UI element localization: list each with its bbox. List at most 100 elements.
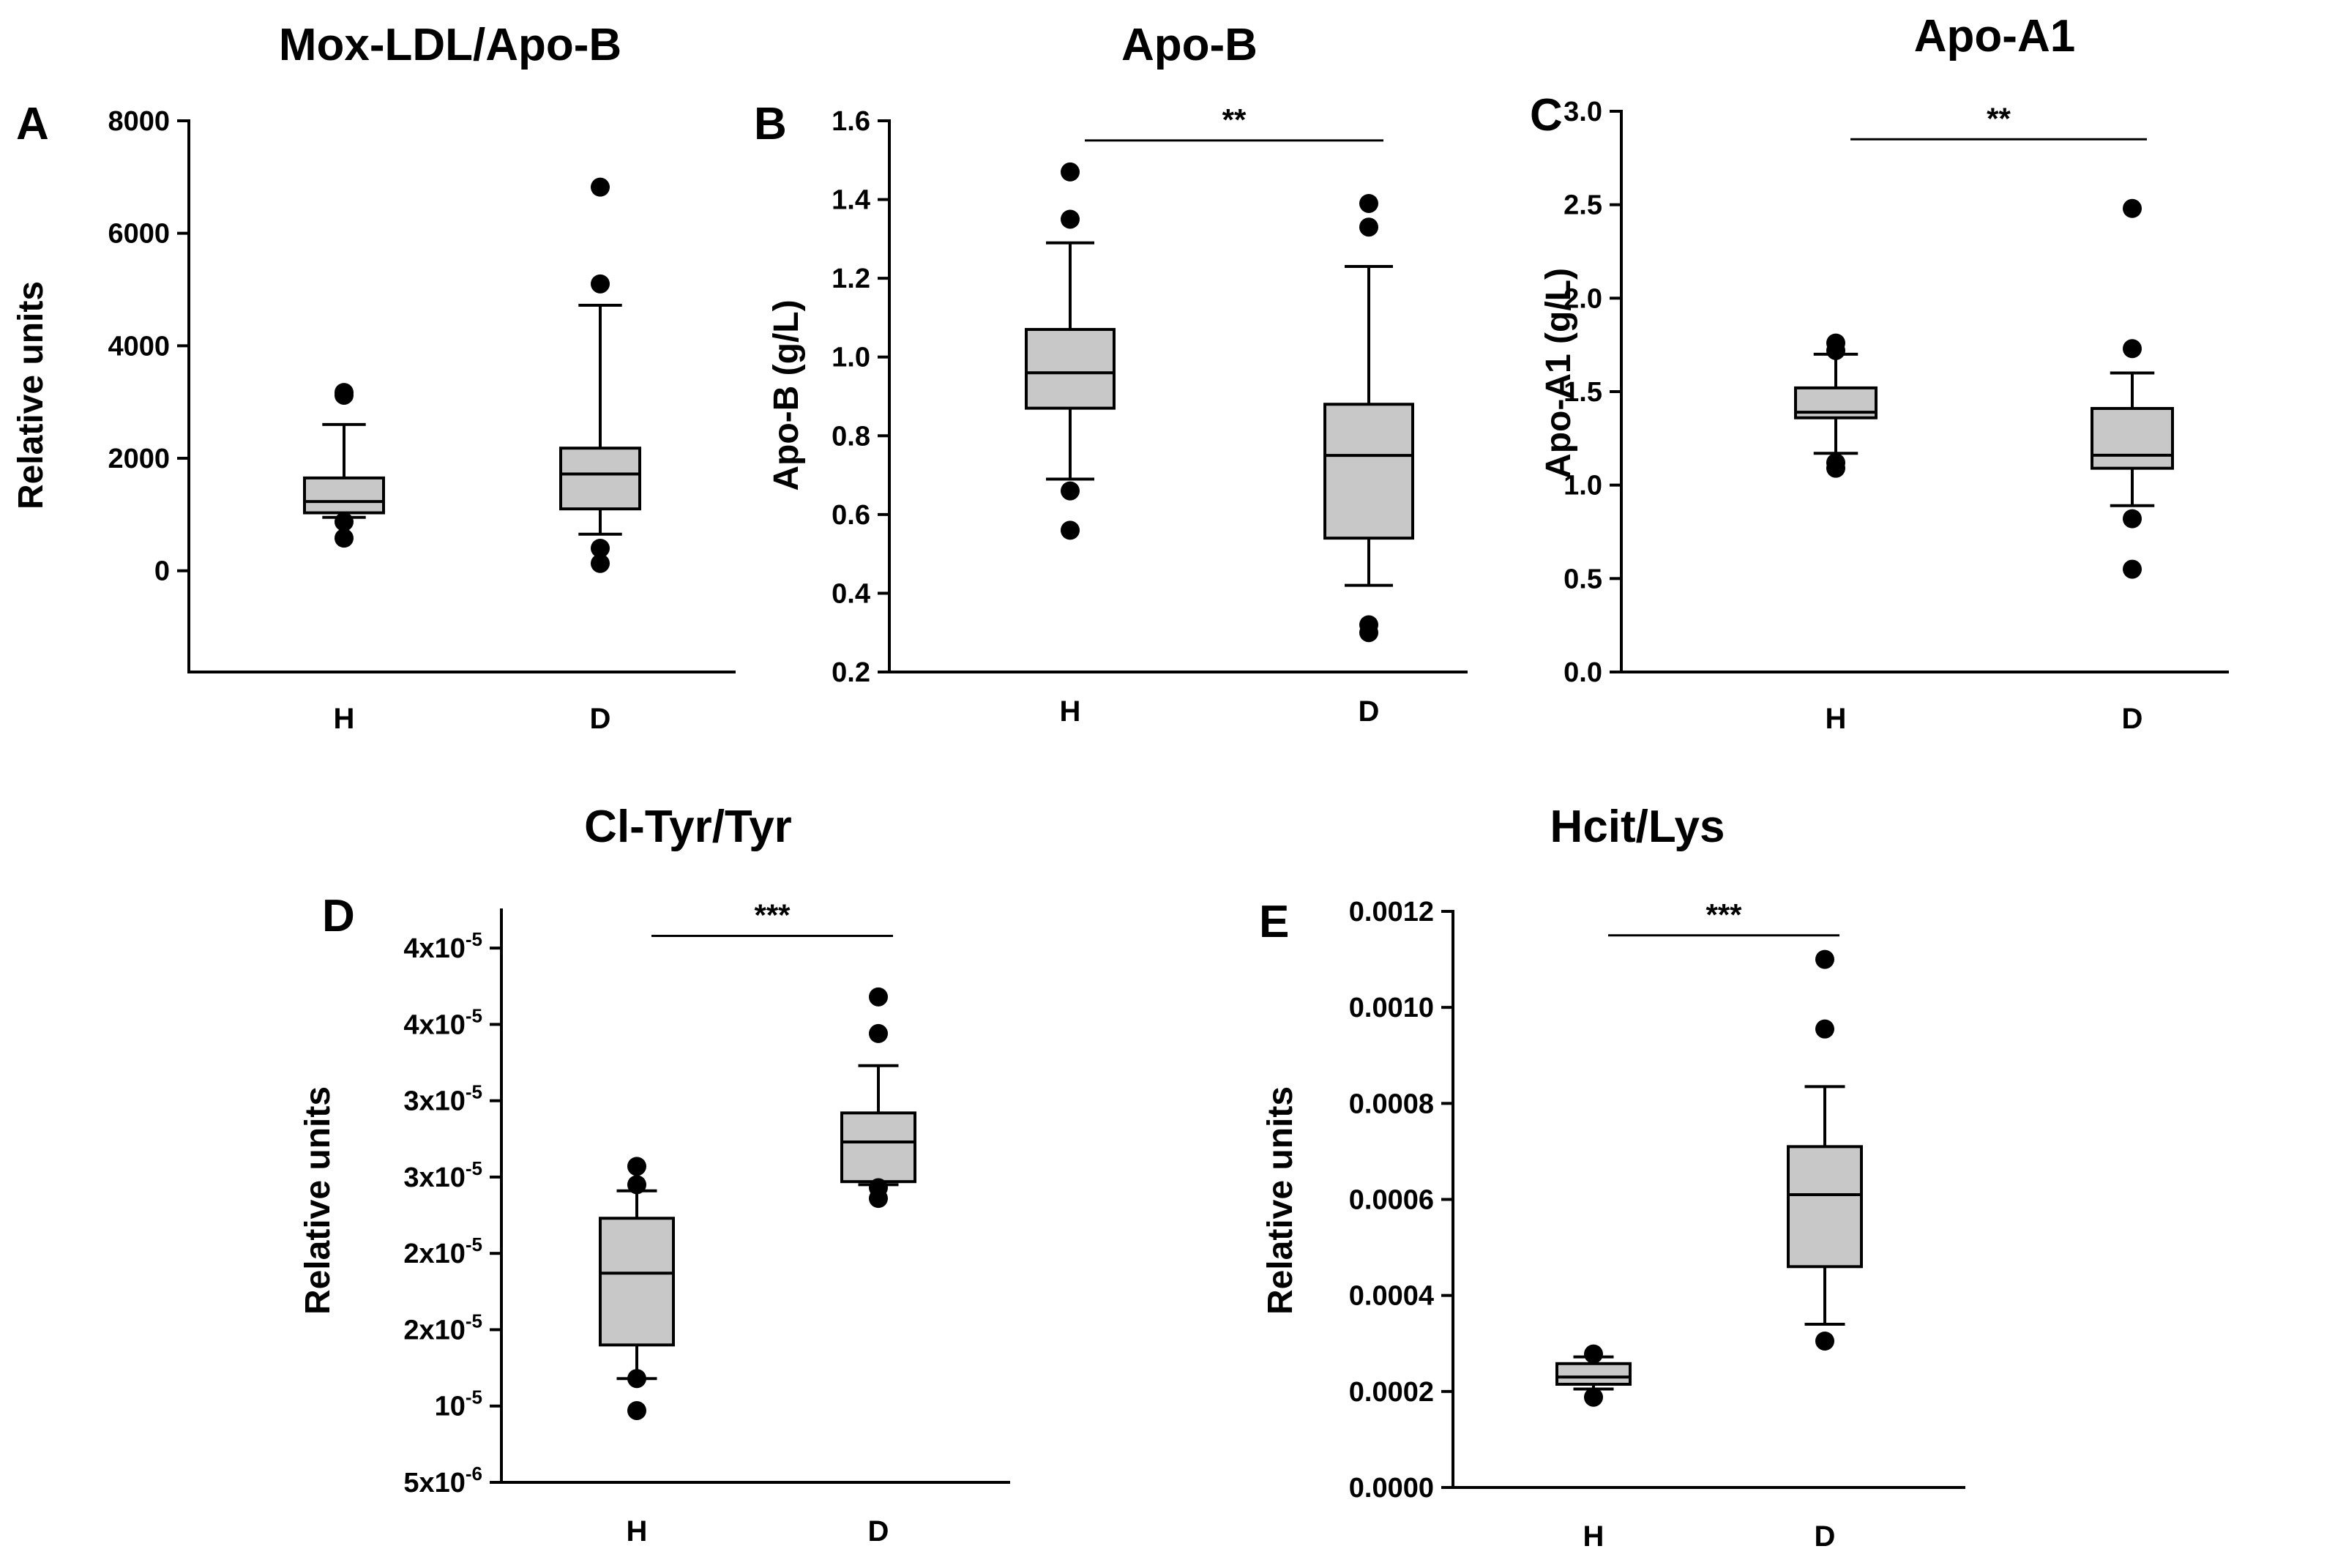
box-d xyxy=(1323,193,1414,643)
y-tick-exponent: -5 xyxy=(466,1310,482,1332)
outlier-point xyxy=(591,553,610,573)
y-tick-label: 10-5 xyxy=(435,1386,482,1422)
x-category-label: D xyxy=(868,1515,889,1548)
x-category-label: H xyxy=(1060,695,1081,728)
y-tick-label: 0.4 xyxy=(832,578,870,609)
panel-title: Apo-B xyxy=(1121,20,1258,70)
panel-c: Apo-A1 C Apo-A1 (g/L) 0.0 0.5 1.0 1.5 2.0 2.5 3.0… xyxy=(1530,11,2229,735)
y-tick-mantissa: 10 xyxy=(435,1392,466,1422)
panel-letter: C xyxy=(1530,90,1563,141)
outlier-point xyxy=(2123,198,2142,218)
box-d xyxy=(840,987,916,1209)
y-tick-label: 1.6 xyxy=(832,106,870,137)
box-iqr xyxy=(840,1111,916,1184)
y-tick-label: 2.0 xyxy=(1563,283,1602,314)
panel-letter: B xyxy=(754,99,787,149)
panel-title: Hcit/Lys xyxy=(1550,802,1725,852)
y-tick-label: 0.0004 xyxy=(1349,1281,1434,1312)
y-tick-label: 0.0000 xyxy=(1349,1473,1434,1504)
y-tick-exponent: -5 xyxy=(466,1386,482,1408)
outlier-point xyxy=(627,1175,646,1195)
y-tick-label: 0.0006 xyxy=(1349,1185,1434,1216)
box-iqr xyxy=(303,476,385,515)
box-iqr xyxy=(1025,328,1116,410)
panel-a: Mox-LDL/Apo-B A Relative units 0 2000 4000 600… xyxy=(12,20,736,735)
y-tick-label: 2x10-5 xyxy=(403,1310,482,1345)
y-tick-label: 0.6 xyxy=(832,500,870,531)
y-tick-mantissa: 3x10 xyxy=(403,1162,466,1193)
y-tick-label: 2000 xyxy=(108,444,170,474)
outlier-point xyxy=(1815,949,1834,969)
outlier-point xyxy=(2123,339,2142,359)
outlier-point xyxy=(1826,340,1845,360)
box-iqr xyxy=(1787,1145,1863,1269)
y-tick-exponent: -5 xyxy=(466,1081,482,1103)
y-tick-label: 3x10-5 xyxy=(403,1157,482,1193)
y-axis-label: Relative units xyxy=(1261,1086,1300,1315)
outlier-point xyxy=(627,1157,646,1176)
outlier-point xyxy=(591,177,610,197)
outlier-point xyxy=(1359,623,1378,643)
outlier-point xyxy=(335,529,354,548)
outlier-point xyxy=(627,1400,646,1420)
outlier-point xyxy=(869,1189,888,1209)
y-tick-label: 0.5 xyxy=(1563,564,1602,594)
y-tick-label: 0.0008 xyxy=(1349,1089,1434,1119)
y-tick-label: 2x10-5 xyxy=(403,1233,482,1269)
box-d xyxy=(559,177,641,573)
panel-title: Mox-LDL/Apo-B xyxy=(279,20,621,70)
outlier-point xyxy=(1815,1331,1834,1351)
panel-title: Apo-A1 xyxy=(1914,11,2075,61)
y-tick-mantissa: 3x10 xyxy=(403,1086,466,1117)
y-tick-label: 1.4 xyxy=(832,185,870,216)
outlier-point xyxy=(591,538,610,558)
outlier-point xyxy=(2123,559,2142,579)
y-tick-label: 2.5 xyxy=(1563,190,1602,221)
outlier-point xyxy=(1061,162,1080,182)
significance-stars: *** xyxy=(1706,897,1742,932)
y-tick-exponent: -5 xyxy=(466,1233,482,1255)
outlier-point xyxy=(335,512,354,531)
x-category-label: H xyxy=(627,1515,648,1548)
x-category-label: D xyxy=(1359,695,1380,728)
y-axis-label: Apo-A1 (g/L) xyxy=(1539,268,1578,479)
y-tick-label: 5x10-6 xyxy=(403,1463,482,1498)
x-category-label: H xyxy=(1583,1520,1604,1553)
outlier-point xyxy=(869,987,888,1007)
box-h xyxy=(599,1157,675,1420)
box-h xyxy=(303,383,385,548)
x-category-label: H xyxy=(334,703,355,735)
y-tick-exponent: -6 xyxy=(466,1463,482,1485)
outlier-point xyxy=(1061,209,1080,229)
y-tick-mantissa: 4x10 xyxy=(403,933,466,964)
y-tick-mantissa: 2x10 xyxy=(403,1315,466,1345)
y-tick-exponent: -5 xyxy=(466,928,482,950)
outlier-point xyxy=(1584,1344,1603,1364)
y-tick-label: 0 xyxy=(154,556,170,587)
y-tick-label: 0.8 xyxy=(832,421,870,452)
outlier-point xyxy=(627,1369,646,1389)
outlier-point xyxy=(1584,1387,1603,1407)
significance-stars: *** xyxy=(754,897,791,932)
outlier-point xyxy=(1826,458,1845,478)
y-tick-label: 6000 xyxy=(108,219,170,250)
y-tick-label: 1.0 xyxy=(832,343,870,373)
box-iqr xyxy=(559,447,641,511)
y-tick-label: 4x10-5 xyxy=(403,1004,482,1040)
y-tick-mantissa: 2x10 xyxy=(403,1239,466,1269)
outlier-point xyxy=(591,274,610,294)
outlier-point xyxy=(1359,217,1378,237)
significance-stars: ** xyxy=(1987,101,2011,135)
outlier-point xyxy=(1815,1019,1834,1039)
y-tick-exponent: -5 xyxy=(466,1004,482,1026)
panel-title: Cl-Tyr/Tyr xyxy=(584,802,792,852)
outlier-point xyxy=(1359,193,1378,213)
box-iqr xyxy=(599,1217,675,1347)
box-iqr xyxy=(1323,403,1414,540)
box-h xyxy=(1794,333,1878,478)
outlier-point xyxy=(2123,509,2142,529)
x-category-label: D xyxy=(1815,1520,1836,1553)
y-tick-label: 0.2 xyxy=(832,657,870,688)
